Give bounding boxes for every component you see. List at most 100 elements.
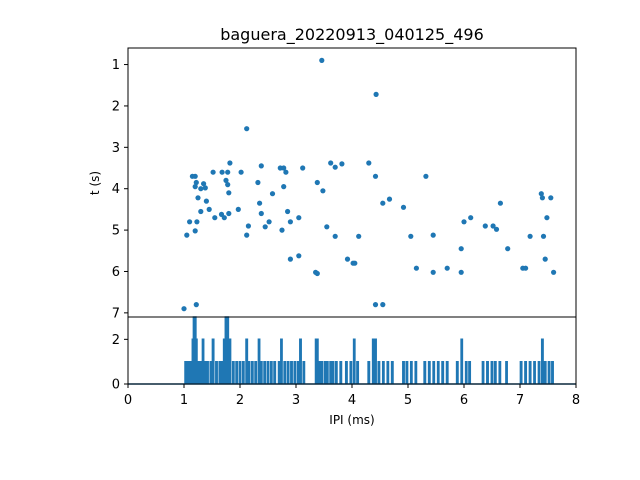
scatter-point <box>373 91 379 97</box>
scatter-point <box>423 173 429 179</box>
x-tick-label: 5 <box>404 393 412 408</box>
scatter-y-tick-label: 7 <box>112 306 120 321</box>
x-tick-label: 1 <box>180 393 188 408</box>
x-tick-label: 6 <box>460 393 468 408</box>
scatter-point <box>372 173 379 179</box>
scatter-point <box>285 208 291 215</box>
x-tick-label: 3 <box>292 393 300 408</box>
scatter-y-tick-label: 1 <box>112 58 120 73</box>
scatter-point <box>542 256 548 262</box>
scatter-point <box>328 160 334 166</box>
x-tick-label: 2 <box>236 393 244 408</box>
scatter-point <box>187 219 193 225</box>
scatter-point <box>283 169 289 175</box>
scatter-y-ticks: 1 2 3 4 5 6 7 <box>112 58 128 321</box>
scatter-point <box>212 215 218 221</box>
scatter-point <box>482 223 488 229</box>
scatter-point <box>244 232 250 238</box>
scatter-point <box>372 302 379 308</box>
scatter-point <box>198 186 204 192</box>
scatter-point <box>505 246 511 252</box>
scatter-y-tick-label: 4 <box>112 182 120 197</box>
scatter-y-tick-label: 3 <box>112 141 120 156</box>
scatter-point <box>244 126 250 132</box>
scatter-point <box>269 191 276 197</box>
scatter-point <box>380 302 386 308</box>
scatter-point <box>490 223 496 229</box>
scatter-point <box>258 210 264 217</box>
scatter-point <box>468 215 474 221</box>
scatter-point <box>227 160 233 166</box>
scatter-point <box>202 185 208 191</box>
scatter-point <box>430 269 436 275</box>
scatter-point <box>195 195 201 201</box>
scatter-point <box>539 195 546 201</box>
scatter-point <box>339 161 345 167</box>
scatter-point <box>193 302 199 308</box>
scatter-point <box>226 210 232 217</box>
scatter-point <box>281 184 287 190</box>
histogram-y-tick-label: 2 <box>112 333 120 348</box>
scatter-point <box>332 164 338 170</box>
scatter-point <box>266 219 272 225</box>
scatter-point <box>193 179 199 186</box>
histogram-axes-frame <box>127 316 577 385</box>
scatter-point <box>314 179 320 186</box>
scatter-point <box>320 188 326 194</box>
scatter-point <box>287 219 293 225</box>
scatter-point <box>281 165 287 171</box>
scatter-y-axis-label: t (s) <box>88 171 102 195</box>
scatter-point <box>458 246 464 252</box>
scatter-point <box>225 182 231 188</box>
scatter-point <box>300 165 306 171</box>
scatter-point <box>314 270 320 277</box>
scatter-point <box>223 177 229 183</box>
scatter-point <box>324 224 330 230</box>
x-tick-label: 0 <box>124 393 132 408</box>
scatter-point <box>226 190 232 196</box>
scatter-point <box>461 219 467 225</box>
scatter-point <box>544 215 550 221</box>
scatter-point <box>332 233 338 239</box>
scatter-point <box>408 233 414 239</box>
scatter-point <box>400 204 407 210</box>
x-axis-label: IPI (ms) <box>329 413 374 427</box>
scatter-point <box>523 265 529 271</box>
scatter-point <box>551 269 557 275</box>
scatter-point <box>198 208 204 215</box>
scatter-y-tick-label: 2 <box>112 99 120 114</box>
scatter-point <box>287 256 293 262</box>
scatter-point <box>413 265 419 271</box>
scatter-point <box>181 306 187 312</box>
scatter-point <box>192 173 198 179</box>
scatter-point <box>194 219 200 225</box>
histogram-x-ticks: 0 1 2 3 4 5 6 7 8 <box>124 384 580 408</box>
scatter-panel: 1 2 3 4 5 6 7 <box>112 47 577 321</box>
x-tick-label: 4 <box>348 393 356 408</box>
scatter-point <box>366 160 372 166</box>
scatter-point <box>245 223 251 229</box>
scatter-point <box>430 232 436 238</box>
x-tick-label: 7 <box>516 393 524 408</box>
scatter-point <box>458 269 464 275</box>
scatter-point <box>221 215 227 221</box>
scatter-point <box>258 163 264 169</box>
scatter-point <box>279 227 285 233</box>
scatter-point <box>255 179 261 186</box>
scatter-point <box>444 265 450 271</box>
scatter-point <box>238 169 244 175</box>
scatter-point <box>225 169 231 175</box>
scatter-point <box>493 226 500 232</box>
scatter-point <box>386 196 393 202</box>
scatter-points <box>181 57 557 312</box>
scatter-point <box>235 206 241 212</box>
scatter-point <box>257 200 263 206</box>
histogram-y-tick-label: 0 <box>112 378 120 393</box>
scatter-point <box>527 233 533 239</box>
scatter-point <box>192 184 198 190</box>
histogram-y-ticks: 02 <box>112 333 128 393</box>
scatter-point <box>319 57 325 64</box>
scatter-point <box>380 200 386 206</box>
scatter-point <box>296 215 302 221</box>
